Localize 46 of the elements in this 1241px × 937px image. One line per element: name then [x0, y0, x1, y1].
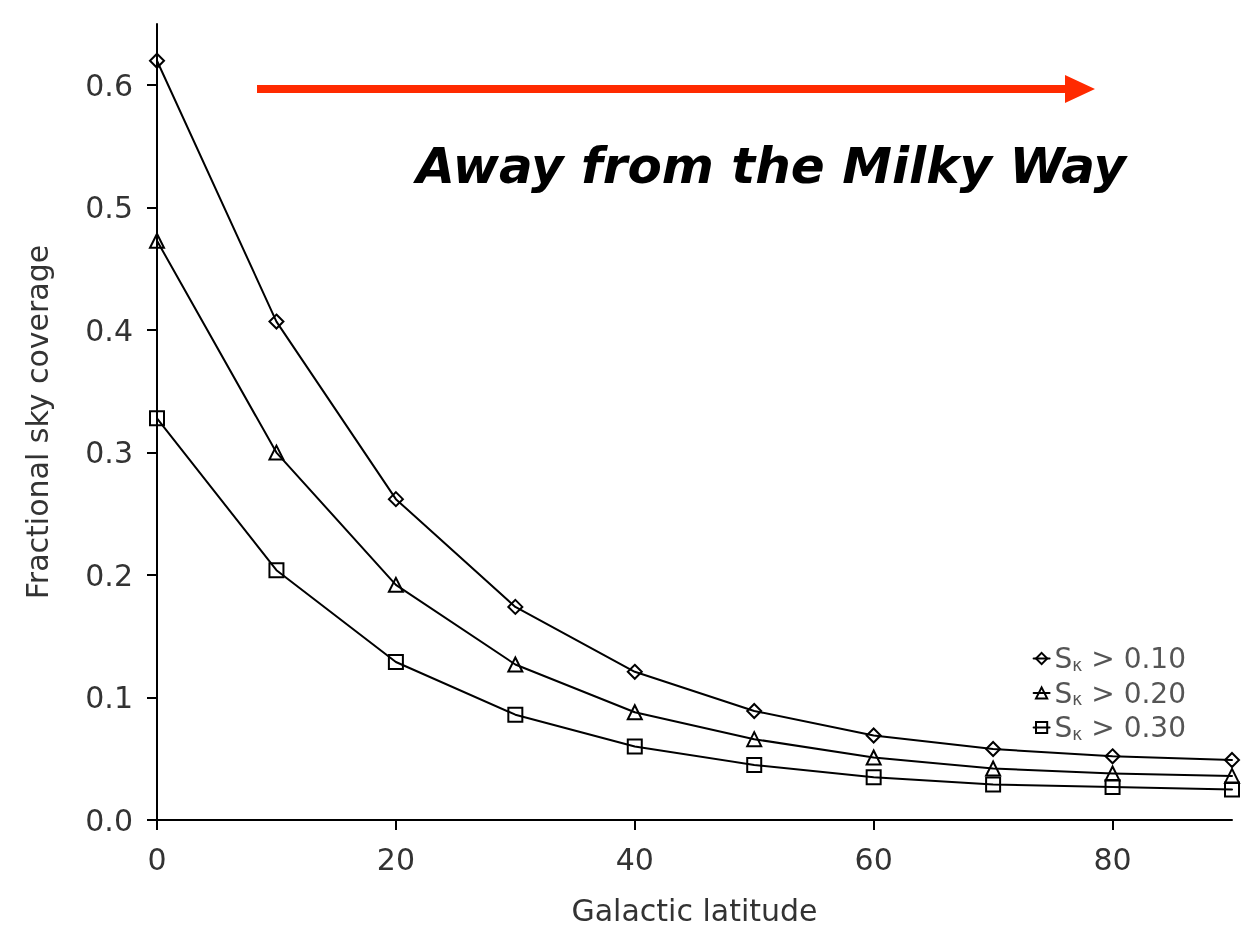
point	[149, 232, 165, 249]
point	[746, 756, 763, 773]
point	[507, 706, 524, 723]
y-axis-title: Fractional sky coverage	[19, 244, 55, 600]
x-axis-title: Galactic latitude	[571, 892, 818, 928]
point	[387, 576, 404, 593]
point	[268, 313, 285, 330]
point	[268, 562, 285, 579]
point	[1224, 781, 1240, 798]
y-tick-label: 0.1	[85, 680, 133, 716]
x-tick-label: 60	[854, 841, 893, 877]
y-tick-label: 0.4	[85, 312, 133, 348]
point	[1104, 765, 1121, 782]
point	[387, 491, 404, 508]
x-tick-label: 20	[376, 841, 415, 877]
x-tick-label: 80	[1093, 841, 1132, 877]
legend-label: Sκ > 0.10	[1054, 642, 1186, 675]
y-tick-label: 0.5	[85, 190, 133, 226]
point	[507, 598, 524, 615]
point	[865, 727, 882, 744]
y-tick-label: 0.0	[85, 802, 133, 838]
y-tick-label: 0.2	[85, 557, 133, 593]
point	[985, 760, 1002, 777]
y-tick-label: 0.6	[85, 67, 133, 103]
point	[985, 740, 1002, 757]
y-tick-label: 0.3	[85, 435, 133, 471]
point	[507, 656, 524, 673]
legend-label: Sκ > 0.30	[1054, 711, 1186, 744]
point	[1224, 751, 1240, 768]
x-tick-label: 40	[615, 841, 654, 877]
point	[865, 749, 882, 766]
legend-label: Sκ > 0.20	[1054, 676, 1186, 710]
point	[626, 738, 643, 755]
point	[746, 703, 763, 720]
point	[268, 444, 285, 461]
point	[1104, 778, 1121, 795]
point	[985, 776, 1002, 793]
x-tick-label: 0	[147, 841, 167, 877]
point	[865, 769, 882, 786]
point	[746, 731, 763, 748]
point	[1104, 748, 1121, 765]
point	[387, 654, 404, 671]
point	[149, 52, 165, 69]
point	[626, 663, 643, 680]
point	[149, 410, 165, 427]
point	[626, 704, 643, 721]
